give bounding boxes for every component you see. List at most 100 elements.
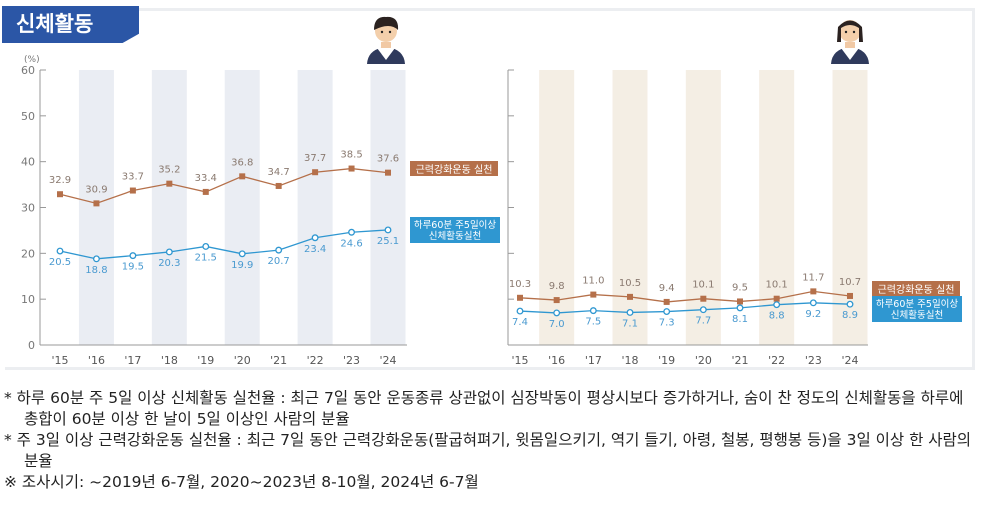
data-label: 30.9: [85, 184, 107, 195]
data-label: 20.5: [49, 257, 71, 268]
data-point-circle: [736, 304, 744, 312]
data-point-square: [737, 298, 743, 305]
data-point-circle: [202, 243, 210, 250]
legend-activity-label: 하루60분 주5일이상: [876, 298, 959, 310]
footnote-activity: * 하루 60분 주 5일 이상 신체활동 실천율 : 최근 7일 동안 운동종…: [4, 389, 964, 428]
x-tick-label: '17: [585, 354, 602, 367]
boy-student-icon: [367, 16, 405, 64]
data-label: 10.1: [692, 280, 714, 291]
data-label: 9.5: [732, 282, 748, 293]
data-label: 35.2: [158, 165, 180, 176]
x-tick-label: '22: [307, 354, 324, 367]
x-tick-label: '18: [161, 354, 178, 367]
data-point-square: [627, 293, 633, 300]
data-point-circle: [589, 307, 597, 315]
data-point-circle: [384, 226, 392, 234]
series-line: [519, 290, 851, 303]
figure-frame: [5, 8, 975, 370]
x-tick-label: '24: [841, 354, 858, 367]
x-tick-label: '19: [197, 354, 214, 367]
girl-student-icon: [831, 20, 869, 64]
data-point-circle: [663, 308, 671, 315]
data-point-circle: [311, 234, 319, 242]
data-label: 10.1: [766, 280, 788, 291]
legend-activity-label: 하루60분 주5일이상: [414, 219, 497, 231]
data-label: 20.3: [158, 258, 180, 269]
data-point-square: [385, 169, 391, 176]
data-point-circle: [699, 306, 707, 314]
column-band: [832, 70, 868, 345]
y-tick-label: 20: [21, 247, 35, 260]
series-line: [59, 167, 389, 205]
data-point-circle: [773, 301, 781, 309]
data-point-square: [239, 173, 246, 180]
data-point-square: [348, 165, 355, 172]
data-label: 7.5: [585, 317, 601, 328]
data-point-circle: [553, 309, 561, 317]
y-axis-unit: (%): [24, 55, 40, 65]
data-label: 20.7: [268, 256, 290, 267]
data-label: 7.0: [549, 319, 565, 330]
data-label: 8.1: [732, 314, 748, 325]
legend-strength: [872, 281, 960, 296]
y-tick-label: 0: [28, 339, 35, 352]
legend-activity: [872, 296, 962, 322]
data-label: 9.8: [549, 281, 565, 292]
x-tick-label: '20: [695, 354, 712, 367]
data-label: 8.9: [842, 310, 858, 321]
legend-strength-label: 근력강화운동 실천: [416, 164, 493, 176]
series-line: [59, 229, 389, 260]
data-point-circle: [165, 248, 173, 256]
legend-activity: [410, 217, 500, 243]
x-tick-label: '21: [731, 354, 748, 367]
data-label: 11.0: [582, 276, 604, 287]
column-band: [78, 70, 114, 345]
legend-strength: [410, 161, 498, 176]
data-point-square: [129, 187, 136, 194]
x-tick-label: '15: [51, 354, 68, 367]
data-point-square: [517, 294, 523, 301]
data-point-square: [312, 169, 319, 176]
column-band: [151, 70, 187, 345]
data-label: 24.6: [340, 238, 362, 249]
column-band: [370, 70, 406, 345]
data-label: 10.5: [619, 278, 641, 289]
data-point-square: [810, 288, 817, 295]
data-label: 7.1: [622, 318, 638, 329]
data-label: 32.9: [49, 175, 71, 186]
data-label: 21.5: [195, 252, 217, 263]
data-point-square: [202, 188, 209, 195]
data-label: 10.7: [839, 277, 861, 288]
x-tick-label: '21: [270, 354, 287, 367]
column-band: [539, 70, 575, 345]
data-label: 7.3: [659, 318, 675, 329]
data-label: 25.1: [377, 236, 399, 247]
data-point-square: [773, 295, 780, 302]
footnote-survey-period: ※ 조사시기: ~2019년 6-7월, 2020~2023년 8-10월, 2…: [4, 473, 479, 491]
data-point-square: [590, 291, 597, 298]
y-tick-label: 10: [21, 293, 35, 306]
data-label: 33.7: [122, 172, 144, 183]
x-tick-label: '15: [511, 354, 528, 367]
column-band: [297, 70, 333, 345]
data-point-circle: [626, 309, 634, 316]
x-tick-label: '16: [548, 354, 565, 367]
data-point-square: [553, 297, 560, 304]
data-label: 23.4: [304, 244, 326, 255]
data-point-circle: [846, 300, 854, 308]
column-band: [685, 70, 721, 345]
data-point-circle: [348, 228, 356, 236]
x-tick-label: '23: [343, 354, 360, 367]
footnote-strength: * 주 3일 이상 근력강화운동 실천율 : 최근 7일 동안 근력강화운동(팔…: [4, 431, 972, 470]
data-label: 9.4: [659, 283, 675, 294]
x-tick-label: '23: [805, 354, 822, 367]
data-label: 7.4: [512, 317, 528, 328]
data-point-square: [57, 191, 63, 198]
y-tick-label: 60: [21, 64, 35, 77]
data-point-circle: [516, 307, 524, 315]
x-tick-label: '24: [379, 354, 396, 367]
legend-activity-label: 신체활동실천: [891, 309, 943, 321]
data-point-square: [847, 292, 853, 299]
data-label: 19.5: [122, 262, 144, 273]
data-point-square: [93, 200, 100, 207]
